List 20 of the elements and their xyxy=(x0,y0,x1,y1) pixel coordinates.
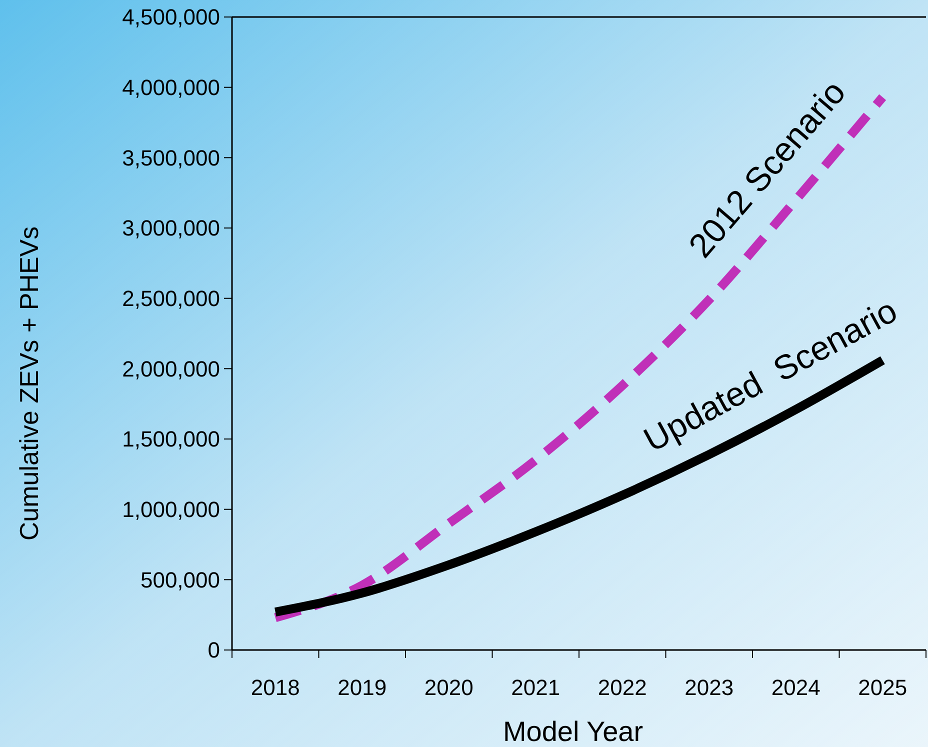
y-tick-label: 3,000,000 xyxy=(122,216,220,241)
x-tick-label: 2021 xyxy=(511,675,560,700)
x-tick-label: 2022 xyxy=(598,675,647,700)
x-tick-label: 2023 xyxy=(684,675,734,700)
y-tick-label: 2,000,000 xyxy=(122,356,220,382)
x-tick-label: 2024 xyxy=(771,675,820,700)
y-tick-label: 0 xyxy=(208,638,220,663)
y-tick-label: 1,000,000 xyxy=(122,497,220,522)
x-tick-label: 2025 xyxy=(858,675,908,700)
x-tick-label: 2018 xyxy=(250,675,300,700)
y-axis-title: Cumulative ZEVs + PHEVs xyxy=(14,226,44,541)
x-tick-label: 2019 xyxy=(338,675,387,700)
y-tick-label: 1,500,000 xyxy=(122,426,220,452)
y-tick-label: 4,500,000 xyxy=(122,4,220,30)
y-tick-label: 3,500,000 xyxy=(122,145,220,170)
y-tick-label: 4,000,000 xyxy=(122,75,220,100)
x-tick-label: 2020 xyxy=(424,675,474,700)
x-axis-title: Model Year xyxy=(502,716,644,747)
y-tick-label: 500,000 xyxy=(140,567,220,592)
y-tick-label: 2,500,000 xyxy=(122,286,220,312)
